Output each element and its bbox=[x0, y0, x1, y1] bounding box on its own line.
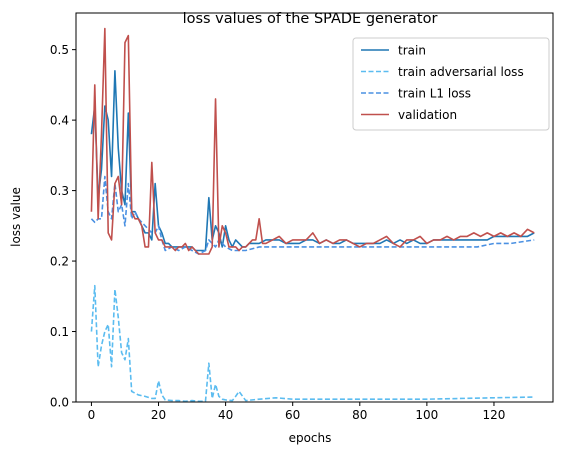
legend-label: train adversarial loss bbox=[398, 65, 524, 79]
legend-box bbox=[352, 37, 550, 131]
legend-label: train L1 loss bbox=[398, 87, 471, 101]
legend: train train adversarial loss train L1 loss… bbox=[352, 37, 550, 131]
plot-frame bbox=[75, 12, 554, 403]
series-line-3 bbox=[90, 175, 535, 255]
y-tick-label: 0.0 bbox=[50, 396, 69, 410]
y-tick-label: 0.5 bbox=[50, 43, 69, 57]
series-line-2 bbox=[90, 284, 535, 403]
y-tick-label: 0.2 bbox=[50, 255, 69, 269]
y-tick-label: 0.1 bbox=[50, 325, 69, 339]
legend-label: validation bbox=[398, 108, 457, 122]
y-axis-label: loss value bbox=[9, 187, 23, 247]
x-tick-label: 20 bbox=[151, 408, 166, 422]
y-tick-label: 0.4 bbox=[50, 114, 69, 128]
y-axis-ticks: 0.0 0.1 0.2 0.3 0.4 0.5 bbox=[50, 43, 76, 410]
x-tick-label: 80 bbox=[352, 408, 367, 422]
y-tick-label: 0.3 bbox=[50, 184, 69, 198]
x-axis-ticks: 0 20 40 60 80 100 120 bbox=[88, 402, 506, 422]
legend-label: train bbox=[398, 44, 426, 58]
series-line-4 bbox=[90, 27, 535, 255]
chart-title: loss values of the SPADE generator bbox=[183, 11, 438, 27]
x-tick-label: 100 bbox=[415, 408, 438, 422]
x-tick-label: 0 bbox=[88, 408, 96, 422]
x-tick-label: 120 bbox=[483, 408, 506, 422]
x-axis-label: epochs bbox=[289, 431, 332, 445]
x-tick-label: 40 bbox=[218, 408, 233, 422]
x-tick-label: 60 bbox=[285, 408, 300, 422]
plot-lines bbox=[90, 27, 535, 403]
